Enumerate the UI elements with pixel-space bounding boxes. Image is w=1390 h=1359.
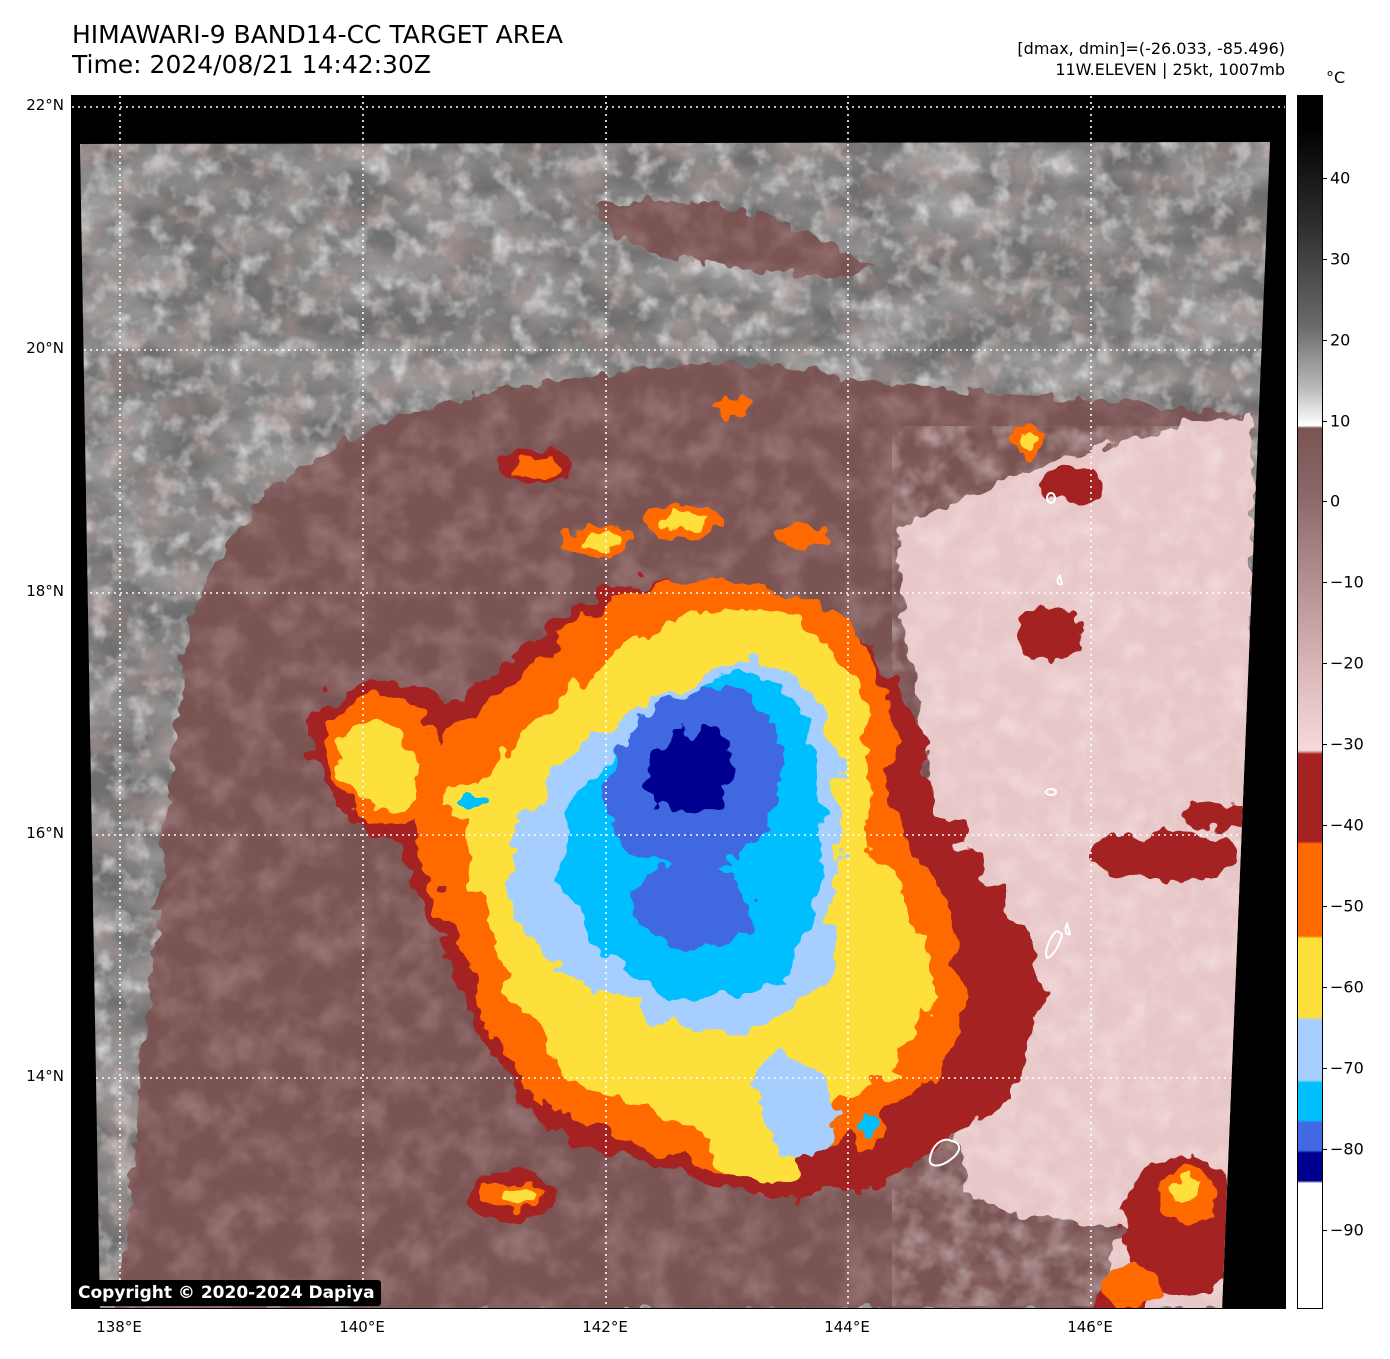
storm-name-text: 11W.ELEVEN | 25kt, 1007mb — [1055, 60, 1285, 79]
satellite-imagery — [72, 96, 1285, 1308]
colorbar-unit: °C — [1326, 68, 1346, 87]
island-coastlines — [928, 492, 1072, 1167]
colorbar-tickmark — [1322, 340, 1327, 341]
lat-label-14n: 14°N — [26, 1067, 64, 1085]
satellite-map — [71, 95, 1286, 1309]
colorbar-tickmark — [1322, 582, 1327, 583]
colorbar-tickmark — [1322, 663, 1327, 664]
title-line-2: Time: 2024/08/21 14:42:30Z — [72, 50, 431, 79]
colorbar-tick-20: 20 — [1330, 330, 1351, 350]
colorbar-tick-minus50: −50 — [1330, 896, 1364, 916]
copyright-label: Copyright © 2020-2024 Dapiya — [72, 1280, 381, 1306]
lat-label-16n: 16°N — [26, 824, 64, 842]
colorbar-tickmark — [1322, 1230, 1327, 1231]
colorbar-tick-minus30: −30 — [1330, 734, 1364, 754]
colorbar-tickmark — [1322, 421, 1327, 422]
gridlines-over-black-margin — [72, 96, 1285, 142]
lat-label-18n: 18°N — [26, 582, 64, 600]
storm-info: [dmax, dmin]=(-26.033, -85.496) 11W.ELEV… — [1017, 38, 1285, 80]
lon-label-140e: 140°E — [339, 1318, 385, 1336]
temperature-colorbar — [1297, 95, 1323, 1309]
colorbar-tick-minus20: −20 — [1330, 653, 1364, 673]
colorbar-tickmark — [1322, 825, 1327, 826]
colorbar-tick-10: 10 — [1330, 411, 1351, 431]
colorbar-tick-30: 30 — [1330, 249, 1351, 269]
colorbar-tick-0: 0 — [1330, 491, 1341, 511]
colorbar-tickmark — [1322, 906, 1327, 907]
colorbar-tick-minus80: −80 — [1330, 1139, 1364, 1159]
colorbar-tick-minus10: −10 — [1330, 572, 1364, 592]
colorbar-tick-minus70: −70 — [1330, 1058, 1364, 1078]
peripheral-convective-cells — [440, 397, 1215, 1308]
colorbar-tick-minus60: −60 — [1330, 977, 1364, 997]
colorbar-tick-minus90: −90 — [1330, 1220, 1364, 1240]
lon-label-146e: 146°E — [1067, 1318, 1113, 1336]
lat-label-20n: 20°N — [26, 339, 64, 357]
lon-label-144e: 144°E — [824, 1318, 870, 1336]
colorbar-tick-minus40: −40 — [1330, 815, 1364, 835]
storm-convection — [307, 579, 1040, 1198]
imagery-swath — [80, 142, 1270, 1308]
colorbar-tickmark — [1322, 744, 1327, 745]
colorbar-tickmark — [1322, 259, 1327, 260]
colorbar-tickmark — [1322, 501, 1327, 502]
lon-label-142e: 142°E — [582, 1318, 628, 1336]
colorbar-tickmark — [1322, 178, 1327, 179]
colorbar-tickmark — [1322, 1068, 1327, 1069]
title-line-1: HIMAWARI-9 BAND14-CC TARGET AREA — [72, 20, 564, 49]
colorbar-tick-40: 40 — [1330, 168, 1351, 188]
colorbar-tickmark — [1322, 987, 1327, 988]
lon-label-138e: 138°E — [96, 1318, 142, 1336]
lat-lon-gridlines — [80, 142, 1270, 1308]
colorbar-tickmark — [1322, 1149, 1327, 1150]
dmax-dmin-text: [dmax, dmin]=(-26.033, -85.496) — [1017, 39, 1285, 58]
chart-title: HIMAWARI-9 BAND14-CC TARGET AREA Time: 2… — [72, 20, 563, 80]
lat-label-22n: 22°N — [26, 96, 64, 114]
